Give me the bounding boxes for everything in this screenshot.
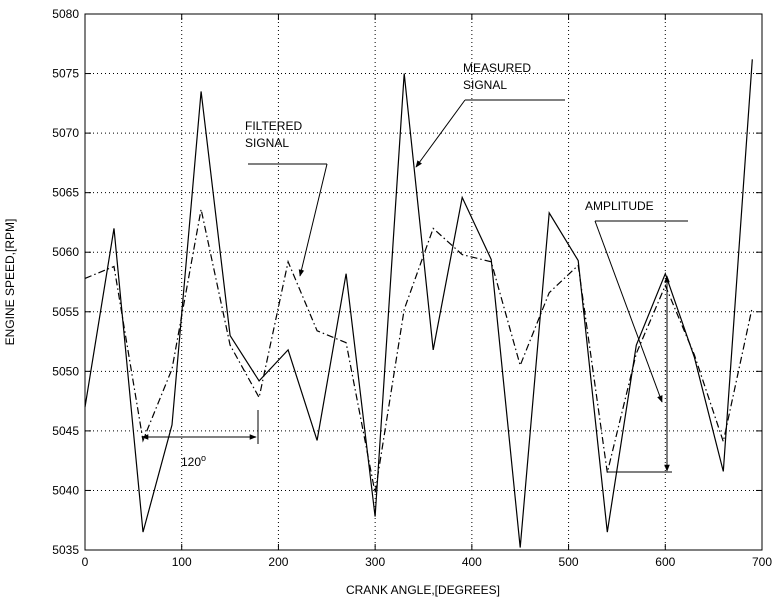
x-tick-label: 300: [365, 555, 385, 569]
filtered-signal-label-line1: FILTERED: [245, 119, 302, 133]
y-tick-label: 5045: [52, 424, 79, 438]
amplitude-label: AMPLITUDE: [585, 199, 654, 213]
y-axis-title: ENGINE SPEED,[RPM]: [3, 219, 17, 346]
x-tick-label: 400: [462, 555, 482, 569]
filtered-signal-label-line2: SIGNAL: [245, 136, 289, 150]
series-layer: [84, 59, 753, 548]
filtered-signal-line: [84, 209, 753, 493]
plot-frame: [84, 13, 763, 551]
x-tick-label: 500: [559, 555, 579, 569]
grid: [85, 14, 762, 550]
period-label: 120o: [181, 453, 206, 469]
y-tick-label: 5065: [52, 186, 79, 200]
x-tick-label: 700: [752, 555, 772, 569]
y-tick-label: 5055: [52, 305, 79, 319]
x-tick-label: 100: [172, 555, 192, 569]
ticks: 0 100 200 300 400 500 600 700 5035 5040 5045 5050 50…: [52, 7, 772, 569]
measured-signal-label-line2: SIGNAL: [463, 78, 507, 92]
measured-signal-label-line1: MEASURED: [463, 61, 531, 75]
measured-signal-arrow: [415, 99, 466, 168]
x-axis-title: CRANK ANGLE,[DEGREES]: [346, 583, 500, 597]
y-tick-label: 5035: [52, 543, 79, 557]
amplitude-arrow: [594, 220, 663, 403]
y-tick-label: 5070: [52, 126, 79, 140]
measured-signal-line: [84, 59, 753, 548]
annotations: MEASURED SIGNAL FILTERED SIGNAL AMPLITUD…: [141, 61, 688, 473]
x-tick-label: 0: [82, 555, 89, 569]
y-tick-label: 5075: [52, 67, 79, 81]
y-tick-label: 5050: [52, 364, 79, 378]
filtered-signal-arrow: [298, 163, 328, 277]
x-tick-label: 200: [268, 555, 288, 569]
period-value: 120: [181, 455, 201, 469]
y-tick-label: 5060: [52, 245, 79, 259]
period-degree-superscript: o: [201, 453, 206, 463]
x-tick-label: 600: [655, 555, 675, 569]
y-tick-label: 5040: [52, 483, 79, 497]
y-tick-label: 5080: [52, 7, 79, 21]
